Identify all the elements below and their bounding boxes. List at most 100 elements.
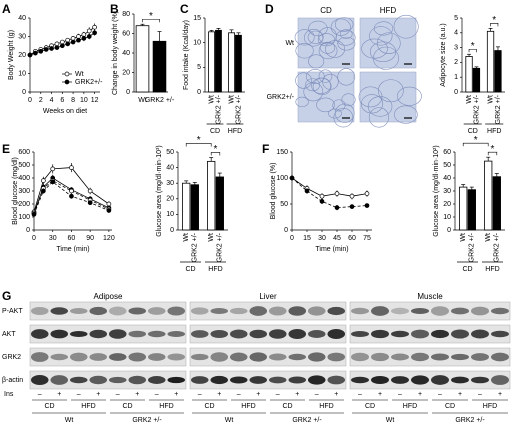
y-tick-label: 100 [18, 214, 30, 221]
point [27, 52, 33, 58]
blot-band [210, 352, 229, 362]
x-tick-label: 45 [333, 235, 341, 242]
x-tick-label: 4 [50, 97, 54, 104]
blot-band [307, 375, 326, 385]
blot-band [50, 329, 69, 339]
blot-band [327, 375, 346, 385]
cell-outline [393, 14, 419, 39]
image-row-label: Wt [285, 40, 294, 47]
blot-band [249, 376, 268, 384]
blot-band [471, 376, 489, 384]
panel-letter: C [180, 2, 189, 16]
x-tick-label: HFD [485, 266, 499, 273]
blot-band [190, 330, 209, 338]
point [70, 39, 76, 45]
blot-band [108, 329, 127, 339]
blot-band [431, 329, 449, 339]
blot-band [307, 352, 326, 362]
blot-band [167, 330, 186, 338]
y-tick-label: 200 [18, 201, 30, 208]
tissue-label: Adipose [94, 292, 123, 301]
ins-sign: + [57, 391, 61, 398]
blot-band [249, 329, 268, 339]
y-tick-label: 80 [122, 11, 130, 18]
bar [472, 67, 481, 93]
bar-label: GRK2 +/- [217, 232, 224, 262]
x-tick-label: 15 [303, 235, 311, 242]
significance-bracket [185, 143, 212, 147]
legend-marker [64, 71, 70, 77]
cell-outline [361, 38, 388, 59]
y-tick-label: 30 [18, 33, 26, 40]
blot-band [471, 306, 489, 316]
y-tick-label: 60 [443, 149, 451, 156]
diet-label: HFD [159, 403, 173, 410]
x-tick-label: GRK2 +/- [145, 97, 175, 104]
cell-outline [295, 43, 314, 59]
cell-outline [318, 42, 338, 60]
point [43, 47, 49, 52]
cell-outline [307, 30, 324, 44]
diet-label: HFD [483, 403, 497, 410]
cell-outline [335, 29, 356, 46]
blot-band [371, 329, 389, 339]
ins-sign: – [77, 391, 81, 398]
blot-band [69, 307, 88, 315]
cell-outline [337, 68, 356, 86]
bar [465, 56, 473, 93]
y-tick-label: 4 [454, 30, 458, 37]
significance: * [474, 135, 478, 146]
blot-band [411, 375, 429, 385]
x-tick-label: HFD [228, 128, 242, 135]
blot-band [307, 330, 326, 338]
ins-sign: – [116, 391, 120, 398]
bar-label: Wt [487, 95, 494, 104]
blot-band [147, 330, 166, 338]
point [364, 203, 370, 208]
diet-label: CD [122, 403, 132, 410]
cell-outline [358, 86, 383, 108]
ins-sign: + [174, 391, 178, 398]
point [49, 46, 54, 51]
protein-label: β-actin [2, 377, 23, 384]
ins-sign: – [155, 391, 159, 398]
significance: * [492, 15, 496, 26]
significance-bracket [210, 152, 221, 156]
blot-band [89, 306, 108, 316]
genotype-label: GRK2 +/- [132, 417, 162, 424]
series-line [33, 181, 110, 215]
x-tick-label: 0 [32, 235, 36, 242]
ins-sign: + [96, 391, 100, 398]
ins-sign: – [276, 391, 280, 398]
blot-band [451, 376, 469, 384]
x-tick-label: 2 [39, 97, 43, 104]
ins-sign: – [358, 391, 362, 398]
cell-outline [317, 33, 335, 47]
panel-letter: A [2, 2, 11, 16]
diet-label: CD [282, 403, 292, 410]
blot-band [351, 330, 369, 338]
blot-band [249, 306, 268, 316]
point [106, 208, 112, 213]
blot-band [89, 329, 108, 339]
y-tick-label: 300 [18, 188, 30, 195]
blot-strip [29, 301, 187, 321]
blot-strip [189, 370, 347, 390]
cell-outline [295, 96, 309, 108]
genotype-label: Wt [386, 417, 395, 424]
x-tick-label: 90 [86, 235, 94, 242]
point [76, 37, 81, 43]
point [50, 179, 56, 185]
ins-sign: – [315, 391, 319, 398]
blot-band [108, 376, 127, 384]
x-tick-label: 0 [290, 235, 294, 242]
y-axis-label: Change in body weight (%) [112, 11, 119, 95]
ins-sign: + [418, 391, 422, 398]
blot-band [108, 353, 127, 361]
micrograph [298, 72, 354, 122]
micrograph-frame [297, 17, 355, 69]
y-tick-label: 400 [18, 175, 30, 182]
cell-outline [328, 108, 342, 119]
tissue-label: Muscle [417, 292, 443, 301]
blot-band [371, 306, 389, 316]
